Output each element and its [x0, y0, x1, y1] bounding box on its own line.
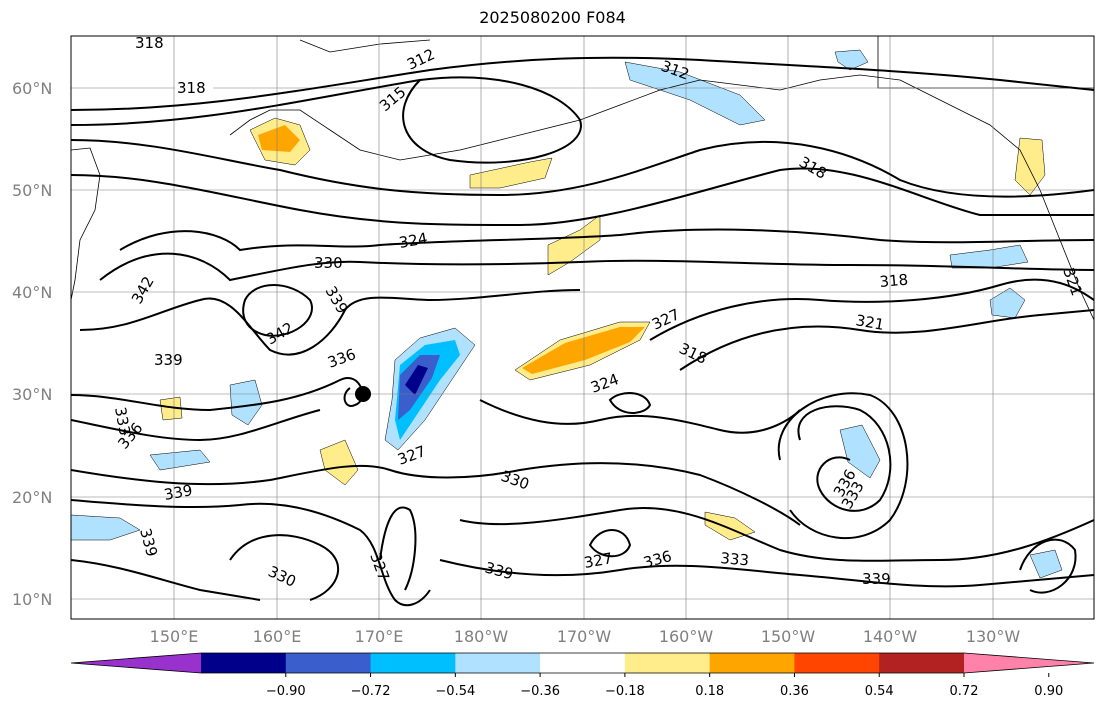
contour-lines — [71, 56, 1094, 607]
colorbar-tick-label: 0.36 — [780, 684, 809, 699]
colorbar-tick-label: −0.18 — [605, 684, 645, 699]
contour-label: 339 — [163, 481, 194, 504]
lon-label: 170°W — [557, 627, 612, 646]
lat-label: 10°N — [12, 590, 52, 609]
lon-label: 130°W — [966, 627, 1021, 646]
lon-label: 170°E — [355, 627, 404, 646]
contour-label: 318 — [177, 79, 206, 97]
lat-label: 60°N — [12, 79, 52, 98]
contour-label: 339 — [154, 351, 183, 369]
latitude-axis: 60°N 50°N 40°N 30°N 20°N 10°N — [12, 79, 52, 609]
contour-label: 330 — [314, 254, 343, 272]
map-background — [71, 36, 1094, 619]
map-title: 2025080200 F084 — [479, 8, 626, 27]
lat-label: 50°N — [12, 181, 52, 200]
lon-label: 140°W — [863, 627, 918, 646]
colorbar-tick-label: 0.90 — [1034, 684, 1063, 699]
lat-label: 20°N — [12, 488, 52, 507]
storm-center-marker — [355, 386, 371, 402]
colorbar-segment — [285, 653, 372, 673]
colorbar-tick-label: 0.18 — [695, 684, 724, 699]
map-frame — [70, 35, 1095, 620]
contour-label: 333 — [111, 406, 134, 437]
contour-label: 318 — [135, 34, 164, 52]
contour-label: 321 — [854, 311, 885, 334]
colorbar-extend-max — [964, 653, 1094, 673]
colorbar-extend-min — [71, 653, 201, 673]
lon-label: 150°E — [150, 627, 199, 646]
colorbar-segment — [624, 653, 711, 673]
colorbar: −0.90 −0.72 −0.54 −0.36 −0.18 0.18 0.36 0.54 0.7… — [70, 652, 1095, 699]
contour-label: 333 — [720, 549, 750, 569]
colorbar-tick-label: 0.54 — [865, 684, 894, 699]
colorbar-segment — [709, 653, 795, 673]
colorbar-tick-label: −0.90 — [266, 684, 306, 699]
contour-label: 339 — [862, 570, 891, 588]
colorbar-segment — [540, 653, 626, 673]
colorbar-segment — [370, 653, 456, 673]
lon-label: 180°W — [454, 627, 509, 646]
lon-label: 160°W — [659, 627, 714, 646]
lon-label: 150°W — [761, 627, 816, 646]
colorbar-outline — [70, 652, 1095, 674]
gridlines — [71, 36, 1094, 619]
colorbar-tick-label: −0.72 — [351, 684, 391, 699]
colorbar-segment — [201, 653, 287, 673]
colorbar-tick-label: 0.72 — [950, 684, 979, 699]
shaded-regions — [71, 49, 1063, 579]
contour-label: 318 — [879, 271, 909, 291]
lon-label: 160°E — [253, 627, 302, 646]
colorbar-segment — [455, 653, 541, 673]
contour-label: 327 — [583, 549, 614, 572]
colorbar-tick-label: −0.36 — [520, 684, 560, 699]
longitude-axis: 150°E 160°E 170°E 180°W 170°W 160°W 150°… — [150, 627, 1021, 646]
lat-label: 40°N — [12, 283, 52, 302]
contour-label: 324 — [398, 229, 429, 252]
lat-label: 30°N — [12, 385, 52, 404]
colorbar-segment — [794, 653, 880, 673]
colorbar-segment — [879, 653, 965, 673]
colorbar-tick-label: −0.54 — [435, 684, 475, 699]
